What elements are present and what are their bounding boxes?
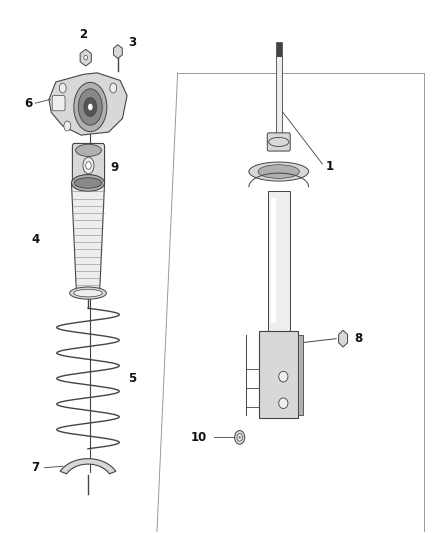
- Ellipse shape: [279, 398, 288, 408]
- Bar: [276, 43, 282, 56]
- Text: 7: 7: [31, 461, 39, 474]
- Bar: [259, 331, 298, 418]
- Bar: [272, 198, 276, 324]
- Ellipse shape: [279, 372, 288, 382]
- Bar: [298, 335, 303, 415]
- Ellipse shape: [78, 89, 102, 125]
- Polygon shape: [80, 49, 91, 66]
- Text: 10: 10: [191, 431, 207, 444]
- Bar: [268, 191, 290, 331]
- Polygon shape: [60, 459, 116, 474]
- Ellipse shape: [84, 55, 88, 60]
- Text: 8: 8: [355, 332, 363, 345]
- Ellipse shape: [237, 433, 243, 441]
- Ellipse shape: [70, 287, 106, 299]
- Ellipse shape: [110, 83, 117, 93]
- Polygon shape: [49, 73, 127, 135]
- Text: 3: 3: [128, 36, 136, 49]
- Ellipse shape: [88, 103, 93, 111]
- Text: 1: 1: [325, 160, 334, 173]
- Text: 2: 2: [79, 28, 88, 41]
- Ellipse shape: [239, 436, 241, 439]
- Ellipse shape: [71, 175, 105, 191]
- Polygon shape: [71, 183, 105, 297]
- Ellipse shape: [64, 121, 71, 131]
- FancyBboxPatch shape: [52, 95, 65, 111]
- Ellipse shape: [59, 83, 66, 93]
- Ellipse shape: [84, 98, 97, 117]
- Ellipse shape: [258, 165, 300, 179]
- Ellipse shape: [268, 138, 289, 147]
- Ellipse shape: [74, 82, 107, 132]
- Ellipse shape: [86, 161, 91, 169]
- Ellipse shape: [74, 177, 102, 188]
- Ellipse shape: [76, 144, 101, 156]
- Ellipse shape: [74, 289, 102, 297]
- Text: 6: 6: [24, 96, 32, 110]
- Ellipse shape: [83, 157, 94, 174]
- Text: 4: 4: [31, 233, 39, 246]
- Polygon shape: [113, 45, 122, 59]
- Text: 9: 9: [110, 161, 118, 174]
- Ellipse shape: [235, 431, 245, 444]
- FancyBboxPatch shape: [267, 133, 290, 151]
- Polygon shape: [339, 330, 347, 347]
- Ellipse shape: [249, 162, 309, 181]
- Bar: [276, 56, 282, 141]
- FancyBboxPatch shape: [72, 143, 105, 184]
- Text: 5: 5: [128, 372, 137, 385]
